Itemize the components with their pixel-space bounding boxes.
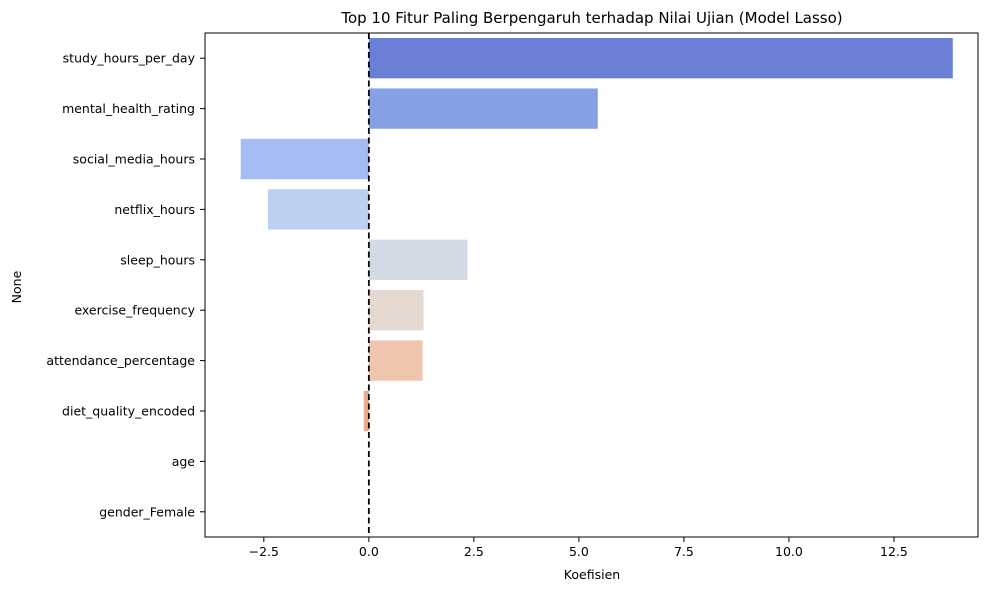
bar-study-hours-per-day — [368, 38, 953, 79]
plot-frame — [204, 32, 979, 538]
x-tick-label: 7.5 — [674, 544, 694, 559]
y-category-label: social_media_hours — [73, 152, 195, 167]
y-category-label: netflix_hours — [114, 202, 195, 217]
y-category-label: diet_quality_encoded — [62, 404, 195, 419]
y-axis-title: None — [9, 270, 24, 303]
plot-border — [204, 32, 979, 538]
y-category-label: mental_health_rating — [62, 101, 195, 116]
x-axis: −2.5 0.0 2.5 5.0 7.5 10.0 12.5 — [249, 537, 908, 559]
x-axis-title: Koefisien — [564, 567, 620, 582]
chart-title: Top 10 Fitur Paling Berpengaruh terhadap… — [340, 9, 842, 27]
bar-diet-quality-encoded — [363, 390, 369, 432]
y-category-label: attendance_percentage — [46, 353, 195, 368]
x-tick-label: 0.0 — [359, 544, 379, 559]
x-tick-label: 10.0 — [775, 544, 803, 559]
y-category-label: exercise_frequency — [74, 303, 195, 318]
x-tick-label: 2.5 — [464, 544, 484, 559]
bar-social-media-hours — [240, 138, 369, 180]
x-tick-label: 12.5 — [880, 544, 908, 559]
x-tick-label: 5.0 — [569, 544, 589, 559]
bar-mental-health-rating — [368, 88, 598, 129]
y-axis: study_hours_per_day mental_health_ratings… — [46, 51, 205, 519]
bars-layer — [240, 38, 953, 432]
y-category-label: sleep_hours — [120, 252, 195, 267]
y-category-label: age — [172, 454, 196, 469]
bar-attendance-percentage — [368, 340, 423, 381]
x-tick-label: −2.5 — [249, 544, 279, 559]
y-category-label: study_hours_per_day — [63, 51, 196, 66]
bar-sleep-hours — [368, 239, 468, 280]
y-category-label: gender_Female — [99, 504, 195, 519]
bar-exercise-frequency — [368, 290, 424, 331]
bar-netflix-hours — [268, 189, 369, 230]
